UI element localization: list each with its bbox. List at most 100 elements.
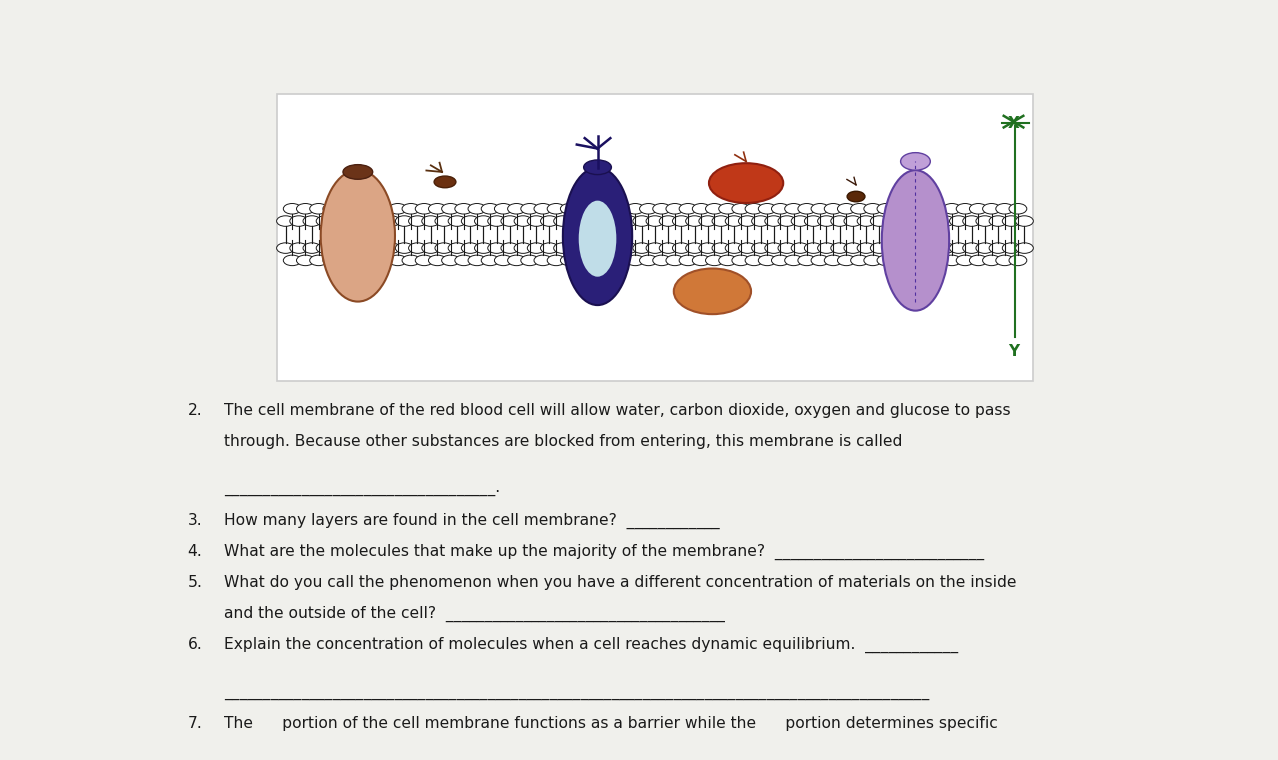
Circle shape bbox=[369, 243, 387, 253]
Text: 5.: 5. bbox=[188, 575, 202, 590]
Ellipse shape bbox=[882, 170, 950, 311]
Circle shape bbox=[659, 243, 677, 253]
Circle shape bbox=[923, 243, 941, 253]
Circle shape bbox=[560, 204, 578, 214]
Circle shape bbox=[323, 255, 341, 266]
Circle shape bbox=[718, 255, 736, 266]
Circle shape bbox=[785, 204, 803, 214]
Circle shape bbox=[541, 216, 558, 226]
Text: 3.: 3. bbox=[188, 513, 202, 527]
Circle shape bbox=[626, 204, 644, 214]
Circle shape bbox=[488, 243, 506, 253]
Circle shape bbox=[521, 204, 538, 214]
Circle shape bbox=[567, 243, 585, 253]
Circle shape bbox=[996, 255, 1013, 266]
Circle shape bbox=[376, 204, 394, 214]
Circle shape bbox=[330, 243, 348, 253]
Circle shape bbox=[613, 204, 631, 214]
Circle shape bbox=[501, 216, 519, 226]
Circle shape bbox=[693, 204, 711, 214]
Text: 7.: 7. bbox=[188, 716, 202, 731]
Circle shape bbox=[864, 204, 882, 214]
Circle shape bbox=[705, 255, 723, 266]
Circle shape bbox=[428, 255, 446, 266]
Circle shape bbox=[599, 204, 617, 214]
Circle shape bbox=[474, 216, 492, 226]
Circle shape bbox=[620, 216, 638, 226]
Circle shape bbox=[943, 255, 961, 266]
Circle shape bbox=[323, 204, 341, 214]
Circle shape bbox=[534, 255, 552, 266]
Circle shape bbox=[296, 255, 314, 266]
Circle shape bbox=[435, 216, 452, 226]
Circle shape bbox=[343, 243, 360, 253]
Circle shape bbox=[389, 204, 406, 214]
Circle shape bbox=[858, 243, 875, 253]
Circle shape bbox=[797, 255, 815, 266]
Circle shape bbox=[501, 243, 519, 253]
Circle shape bbox=[983, 204, 1001, 214]
Text: 6.: 6. bbox=[188, 637, 202, 651]
Circle shape bbox=[725, 216, 743, 226]
Circle shape bbox=[843, 243, 861, 253]
Circle shape bbox=[409, 216, 427, 226]
Circle shape bbox=[791, 243, 809, 253]
Circle shape bbox=[428, 204, 446, 214]
Circle shape bbox=[349, 255, 367, 266]
Circle shape bbox=[666, 255, 684, 266]
Circle shape bbox=[891, 204, 909, 214]
Circle shape bbox=[276, 216, 294, 226]
Circle shape bbox=[403, 255, 420, 266]
Circle shape bbox=[395, 243, 413, 253]
Circle shape bbox=[528, 216, 546, 226]
Circle shape bbox=[574, 204, 592, 214]
Circle shape bbox=[679, 255, 697, 266]
Circle shape bbox=[376, 255, 394, 266]
Circle shape bbox=[970, 204, 987, 214]
Circle shape bbox=[290, 243, 308, 253]
Ellipse shape bbox=[562, 167, 633, 305]
Circle shape bbox=[599, 255, 617, 266]
Circle shape bbox=[309, 255, 327, 266]
Ellipse shape bbox=[435, 176, 456, 188]
Circle shape bbox=[547, 255, 565, 266]
Circle shape bbox=[395, 216, 413, 226]
Circle shape bbox=[732, 204, 750, 214]
Circle shape bbox=[1010, 204, 1026, 214]
Circle shape bbox=[330, 216, 348, 226]
Circle shape bbox=[514, 216, 532, 226]
Ellipse shape bbox=[343, 165, 373, 179]
Text: What do you call the phenomenon when you have a different concentration of mater: What do you call the phenomenon when you… bbox=[224, 575, 1016, 590]
Circle shape bbox=[904, 255, 921, 266]
Circle shape bbox=[897, 216, 915, 226]
Circle shape bbox=[316, 216, 334, 226]
Circle shape bbox=[930, 255, 948, 266]
Text: How many layers are found in the cell membrane?  ____________: How many layers are found in the cell me… bbox=[224, 513, 720, 529]
Circle shape bbox=[956, 255, 974, 266]
Circle shape bbox=[593, 243, 611, 253]
Circle shape bbox=[996, 204, 1013, 214]
Ellipse shape bbox=[674, 268, 751, 314]
Circle shape bbox=[620, 243, 638, 253]
Circle shape bbox=[989, 216, 1007, 226]
Circle shape bbox=[409, 243, 427, 253]
Circle shape bbox=[679, 204, 697, 214]
Circle shape bbox=[732, 255, 750, 266]
Circle shape bbox=[693, 255, 711, 266]
Circle shape bbox=[382, 216, 400, 226]
Circle shape bbox=[851, 204, 869, 214]
Circle shape bbox=[764, 243, 782, 253]
Circle shape bbox=[812, 204, 829, 214]
Circle shape bbox=[507, 204, 525, 214]
Circle shape bbox=[864, 255, 882, 266]
Circle shape bbox=[772, 204, 790, 214]
Circle shape bbox=[389, 255, 406, 266]
Circle shape bbox=[284, 255, 302, 266]
Circle shape bbox=[1016, 216, 1034, 226]
Circle shape bbox=[534, 204, 552, 214]
Ellipse shape bbox=[584, 160, 611, 175]
Ellipse shape bbox=[709, 163, 783, 203]
Circle shape bbox=[877, 255, 895, 266]
Circle shape bbox=[415, 204, 433, 214]
Text: Explain the concentration of molecules when a cell reaches dynamic equilibrium. : Explain the concentration of molecules w… bbox=[224, 637, 958, 653]
